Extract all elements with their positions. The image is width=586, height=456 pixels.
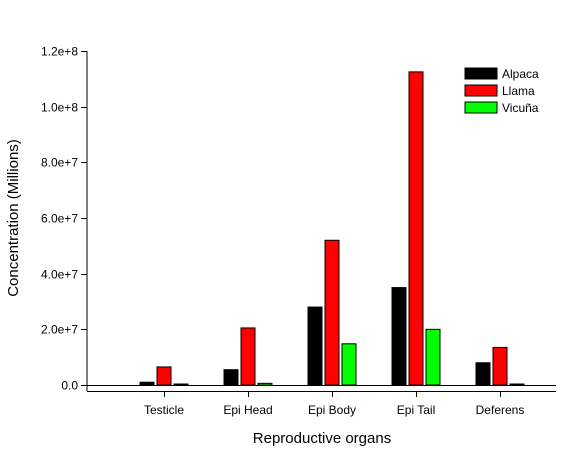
- y-tick-label: 1.0e+8: [41, 101, 78, 115]
- bar-llama-epi-head: [240, 327, 256, 386]
- bar-vicu-a-epi-body: [341, 343, 357, 386]
- legend-label: Vicuña: [502, 101, 539, 115]
- bar-vicu-a-testicle: [173, 383, 189, 386]
- bar-vicu-a-epi-head: [257, 382, 273, 386]
- y-tick-label: 0.0: [61, 379, 78, 393]
- y-tick-label: 4.0e+7: [41, 268, 78, 282]
- x-tick-label: Epi Head: [223, 403, 272, 417]
- legend-swatch: [464, 101, 498, 114]
- y-tick-label: 6.0e+7: [41, 212, 78, 226]
- legend-swatch: [464, 67, 498, 80]
- bar-alpaca-deferens: [475, 362, 491, 386]
- bar-alpaca-epi-head: [223, 369, 239, 386]
- bar-llama-deferens: [492, 346, 508, 386]
- x-axis: Testicle Epi Head Epi Body Epi Tail Deferens: [87, 385, 556, 417]
- y-tick-label: 2.0e+7: [41, 323, 78, 337]
- x-tick-label: Deferens: [476, 403, 525, 417]
- bar-vicu-a-epi-tail: [425, 328, 441, 386]
- bar-alpaca-epi-tail: [391, 287, 407, 386]
- y-axis: 0.0 2.0e+7 4.0e+7 6.0e+7 8.0e+7 1.0e+8 1.2e+8: [41, 45, 88, 393]
- bar-alpaca-testicle: [139, 381, 155, 386]
- bar-vicu-a-deferens: [509, 383, 525, 386]
- bar-alpaca-epi-body: [307, 306, 323, 386]
- x-tick-label: Epi Body: [308, 403, 356, 417]
- y-tick-label: 8.0e+7: [41, 156, 78, 170]
- y-axis-title: Concentration (Millions): [5, 139, 22, 297]
- x-axis-title: Reproductive organs: [253, 430, 391, 447]
- bar-llama-epi-body: [324, 239, 340, 386]
- bars: [139, 71, 525, 386]
- legend-swatch: [464, 84, 498, 97]
- x-tick-label: Testicle: [144, 403, 184, 417]
- legend-label: Alpaca: [502, 67, 539, 81]
- legend: Alpaca Llama Vicuña: [464, 67, 539, 115]
- bar-llama-testicle: [156, 366, 172, 386]
- bar-llama-epi-tail: [408, 71, 424, 386]
- x-tick-label: Epi Tail: [397, 403, 435, 417]
- legend-label: Llama: [502, 84, 535, 98]
- y-tick-label: 1.2e+8: [41, 45, 78, 59]
